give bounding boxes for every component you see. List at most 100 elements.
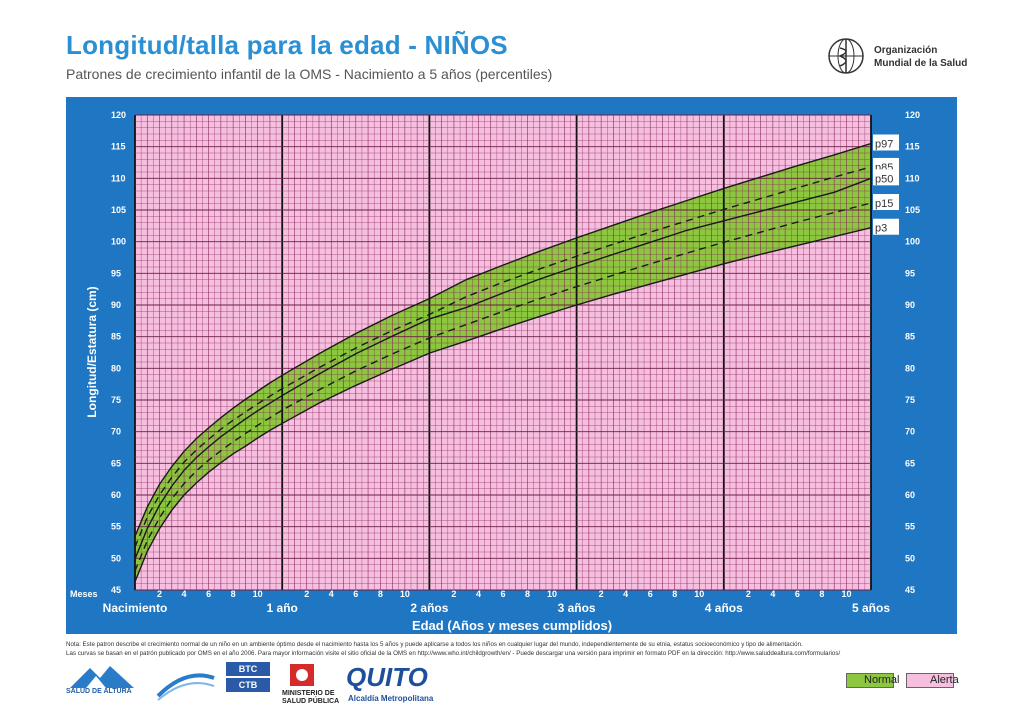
month-tick: 6 [206,589,211,599]
who-org-line1: Organización [874,45,938,56]
salud-de-altura-logo: SALUD DE ALTURA [66,662,138,702]
ytick-right: 65 [905,458,915,468]
legend-normal-label: Normal [864,674,900,686]
month-tick: 2 [746,589,751,599]
quito-logo: QUITO Alcaldía Metropolitana [346,662,456,708]
ministerio-logo: MINISTERIO DE SALUD PÚBLICA [282,664,362,708]
curve-p15 [134,202,872,572]
month-tick: 2 [304,589,309,599]
month-tick: 4 [623,589,628,599]
legend-alerta-label: Alerta [930,674,959,686]
ytick-right: 55 [905,522,915,532]
month-tick: 4 [476,589,481,599]
ytick-left: 85 [111,332,121,342]
y-axis-title: Longitud/Estatura (cm) [85,286,99,417]
year-label: 3 años [558,601,596,615]
page-title: Longitud/talla para la edad - NIÑOS [66,30,508,60]
month-tick: 6 [500,589,505,599]
ytick-right: 100 [905,237,920,247]
chart-note: Nota: Este patron describe el crecimient… [66,640,956,658]
label-box-p3 [873,218,899,235]
curve-p3 [134,227,872,583]
quito-text: QUITO [346,662,428,692]
label-box-p97 [873,134,899,151]
ytick-right: 80 [905,363,915,373]
who-logo: Organización Mundial de la Salud [826,36,1006,76]
ytick-left: 95 [111,268,121,278]
ytick-left: 50 [111,553,121,563]
ytick-right: 75 [905,395,915,405]
who-emblem-icon [828,38,864,74]
alcaldia-text: Alcaldía Metropolitana [348,694,434,703]
ytick-right: 110 [905,173,920,183]
curve-p97 [134,142,872,537]
label-p50: p50 [875,173,893,185]
label-p15: p15 [875,198,893,210]
ministerio-emblem-icon [290,664,314,686]
month-tick: 2 [599,589,604,599]
ytick-left: 90 [111,300,121,310]
care-logo-icon [156,673,215,701]
month-tick: 6 [648,589,653,599]
ytick-left: 80 [111,363,121,373]
ministerio-line2: SALUD PÚBLICA [282,698,340,705]
sponsor-logos: SALUD DE ALTURA BTC CTB MINISTERIO DE SA… [60,660,480,720]
month-tick: 4 [329,589,334,599]
ytick-right: 120 [905,110,920,120]
ytick-right: 50 [905,553,915,563]
ytick-left: 75 [111,395,121,405]
x-unit-label: Meses [70,589,98,599]
label-box-p50 [873,169,899,186]
month-tick: 2 [451,589,456,599]
month-tick: 2 [157,589,162,599]
x-axis-title: Edad (Años y meses cumplidos) [412,618,612,633]
btc-text: BTC [226,662,270,676]
who-org-line2: Mundial de la Salud [874,58,968,69]
year-label: 5 años [852,601,890,615]
month-tick: 4 [770,589,775,599]
note-line-1: Nota: Este patron describe el crecimient… [66,641,803,648]
ctb-text: CTB [226,678,270,692]
month-tick: 6 [353,589,358,599]
year-label: 2 años [410,601,448,615]
ytick-left: 55 [111,522,121,532]
salud-de-altura-text: SALUD DE ALTURA [66,688,132,695]
month-tick: 8 [231,589,236,599]
care-logo [156,668,216,702]
ytick-left: 45 [111,585,121,595]
ytick-right: 115 [905,142,920,152]
ministerio-line1: MINISTERIO DE [282,690,335,697]
month-tick: 4 [182,589,187,599]
ytick-left: 110 [111,173,126,183]
month-tick: 10 [694,589,704,599]
label-p3: p3 [875,223,887,235]
legend-alerta-swatch [906,673,954,688]
month-tick: 10 [547,589,557,599]
year-label: 1 año [267,601,298,615]
curve-p85 [134,166,872,548]
ytick-right: 85 [905,332,915,342]
ytick-right: 45 [905,585,915,595]
label-p97: p97 [875,139,893,151]
btc-ctb-logo: BTC CTB [226,662,270,698]
year-label: Nacimiento [103,601,168,615]
curve-p50 [134,177,872,560]
ytick-left: 120 [111,110,126,120]
month-tick: 8 [378,589,383,599]
ytick-left: 105 [111,205,126,215]
month-tick: 10 [841,589,851,599]
month-tick: 8 [525,589,530,599]
year-label: 4 años [705,601,743,615]
ytick-left: 70 [111,427,121,437]
salud-de-altura-icon [70,666,134,688]
month-tick: 8 [672,589,677,599]
month-tick: 8 [819,589,824,599]
ytick-left: 60 [111,490,121,500]
ytick-left: 100 [111,237,126,247]
note-line-2: Las curvas se basan en el patrón publica… [66,650,841,657]
month-tick: 10 [400,589,410,599]
ytick-right: 70 [905,427,915,437]
ytick-right: 95 [905,268,915,278]
ytick-left: 65 [111,458,121,468]
